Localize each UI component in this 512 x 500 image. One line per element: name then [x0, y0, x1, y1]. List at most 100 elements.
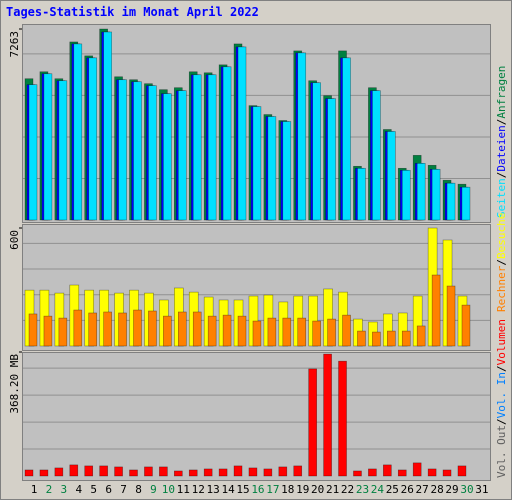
bar: [312, 320, 321, 347]
x-tick-label: 18: [281, 483, 294, 496]
bar: [178, 311, 187, 347]
x-tick-label: 14: [221, 483, 235, 496]
bar: [297, 317, 307, 347]
legend-entry: Rechner: [495, 265, 508, 312]
bar: [163, 93, 172, 221]
x-tick-label: 26: [401, 483, 414, 496]
bar: [88, 57, 98, 221]
x-tick-label: 28: [430, 483, 443, 496]
x-tick-label: 20: [311, 483, 324, 496]
legend-entry: Dateien: [495, 125, 508, 171]
bar: [267, 317, 277, 347]
legend-entry: Vol. In: [495, 372, 508, 418]
bar: [383, 464, 392, 477]
bar: [133, 309, 142, 347]
bar: [73, 43, 83, 221]
bar: [237, 46, 247, 221]
x-tick-label: 3: [61, 483, 68, 496]
x-tick-label: 10: [162, 483, 175, 496]
bar: [308, 368, 317, 477]
x-tick-label: 21: [326, 483, 339, 496]
bar: [73, 309, 83, 347]
bar: [412, 462, 422, 477]
bar: [148, 310, 157, 347]
bar: [222, 66, 232, 221]
bar: [148, 85, 157, 221]
bar: [248, 467, 258, 477]
bar: [457, 465, 467, 477]
bar: [222, 314, 232, 347]
bar: [263, 468, 273, 477]
bar: [207, 315, 217, 347]
bar: [387, 330, 396, 347]
y-tick-label: 7263: [8, 31, 21, 58]
x-tick-label: 24: [371, 483, 385, 496]
bar: [218, 468, 228, 477]
bar: [103, 311, 112, 347]
legend-separator: /: [495, 365, 508, 372]
bar: [188, 469, 198, 477]
legend-entry: Volumen: [495, 319, 508, 365]
bar: [43, 73, 53, 221]
bar: [446, 182, 456, 221]
bar: [401, 169, 411, 221]
bar: [118, 312, 127, 347]
x-tick-label: 7: [120, 483, 127, 496]
bar: [293, 465, 303, 477]
bar: [323, 353, 332, 477]
bar: [372, 90, 381, 221]
bar: [267, 116, 277, 221]
bar: [39, 469, 49, 477]
bar: [372, 331, 381, 347]
bar: [461, 304, 471, 347]
bar: [58, 80, 68, 221]
x-tick-label: 25: [386, 483, 399, 496]
x-tick-label: 19: [296, 483, 309, 496]
bar: [431, 168, 441, 221]
bar: [427, 468, 437, 477]
x-tick-label: 31: [475, 483, 488, 496]
x-tick-label: 2: [46, 483, 53, 496]
bar: [28, 313, 38, 347]
bar: [327, 98, 336, 221]
bar: [278, 466, 288, 477]
bar: [99, 465, 108, 477]
bar: [327, 318, 336, 347]
bar: [203, 468, 213, 477]
bar: [342, 314, 351, 347]
bar: [353, 470, 362, 477]
legend-entry: Seiten: [495, 178, 508, 218]
bar: [368, 468, 377, 477]
bar: [401, 330, 411, 347]
bar: [144, 466, 153, 477]
x-tick-label: 22: [341, 483, 354, 496]
bar: [103, 31, 112, 221]
bar: [207, 74, 217, 221]
legend-entry: Besuche: [495, 213, 508, 259]
x-tick-label: 4: [75, 483, 82, 496]
bar: [397, 469, 407, 477]
x-tick-label: 1: [31, 483, 38, 496]
bar: [159, 466, 168, 477]
x-tick-label: 30: [460, 483, 473, 496]
bar: [338, 360, 347, 477]
bar: [446, 285, 456, 347]
bar: [58, 317, 68, 347]
x-tick-label: 12: [192, 483, 205, 496]
bar: [252, 320, 262, 347]
x-tick-label: 29: [445, 483, 458, 496]
x-tick-label: 6: [105, 483, 112, 496]
bar: [178, 90, 187, 221]
legend: Rechner/Besuche: [495, 213, 508, 312]
x-tick-label: 5: [90, 483, 97, 496]
bar: [192, 74, 202, 221]
x-tick-label: 11: [177, 483, 190, 496]
bar: [129, 469, 138, 477]
bar: [28, 84, 38, 221]
legend-entry: Vol. Out: [495, 425, 508, 478]
chart-title: Tages-Statistik im Monat April 2022: [6, 5, 259, 19]
legend-separator: /: [495, 259, 508, 266]
bar: [357, 167, 366, 221]
